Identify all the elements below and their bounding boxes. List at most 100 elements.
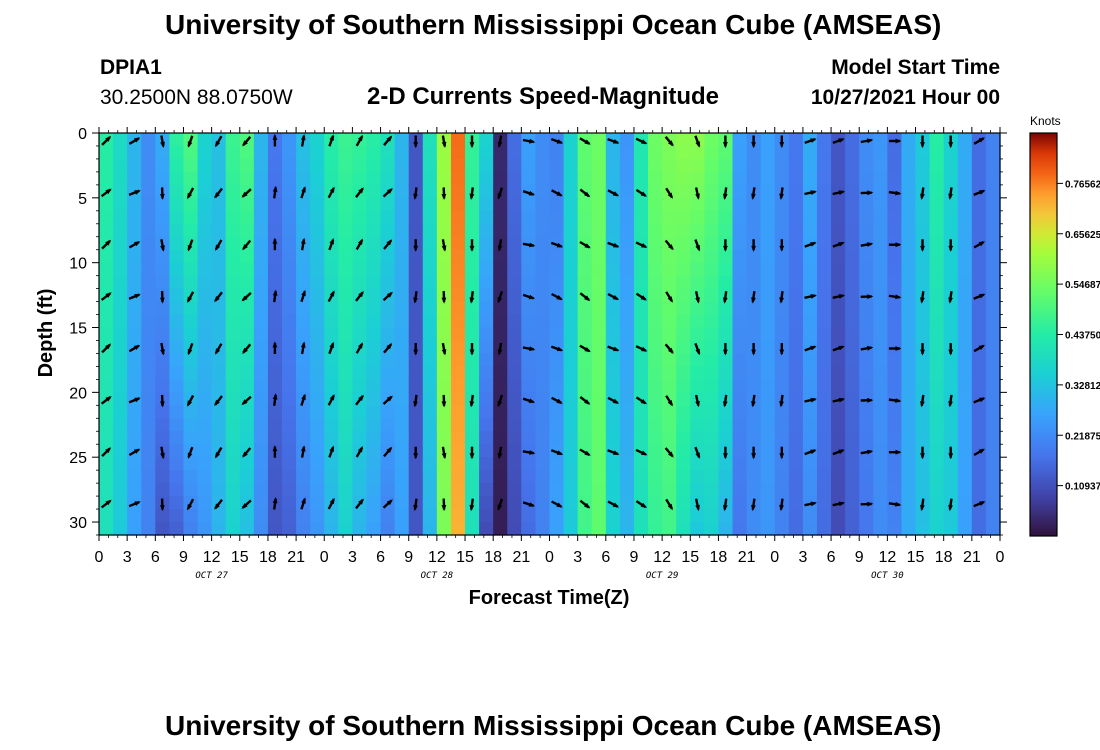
heat-cell	[831, 431, 846, 445]
heat-cell	[746, 158, 762, 173]
current-arrow	[497, 187, 504, 200]
current-arrow	[579, 499, 591, 509]
arrow-head	[386, 188, 393, 194]
heat-cell	[943, 431, 959, 445]
arrow-head	[300, 237, 306, 245]
heat-cell	[873, 431, 888, 445]
heat-cell	[873, 158, 888, 173]
current-arrow	[214, 239, 223, 251]
heat-cell	[394, 275, 410, 290]
heat-cell	[493, 366, 508, 380]
heat-cell	[802, 158, 818, 173]
heat-cell	[985, 197, 1001, 212]
heat-cell	[971, 210, 987, 225]
heat-cell	[788, 184, 804, 199]
heat-cell	[732, 444, 748, 458]
heat-cell	[802, 483, 818, 497]
heat-cell	[183, 431, 199, 445]
heat-cell	[619, 262, 635, 277]
heat-cell	[746, 353, 762, 368]
heat-cell	[845, 197, 860, 212]
heat-cell	[760, 249, 776, 264]
arrow-head	[469, 504, 475, 512]
heat-cell	[267, 197, 283, 212]
heat-cell	[971, 509, 987, 523]
heat-cell	[310, 327, 325, 342]
arrow-head	[895, 190, 902, 196]
heat-cell	[493, 171, 508, 186]
arrow-head	[640, 399, 647, 405]
heat-cell	[591, 340, 607, 355]
heat-cell	[211, 327, 227, 342]
current-arrow	[948, 498, 953, 512]
arrow-head	[584, 295, 591, 301]
heat-cell	[408, 522, 424, 536]
current-arrow	[413, 343, 419, 356]
heat-cell	[985, 379, 1001, 393]
heat-cell	[479, 418, 494, 432]
heat-cell	[563, 197, 579, 212]
heat-cell	[676, 457, 691, 471]
heat-cell	[169, 327, 185, 342]
heat-cell	[183, 158, 199, 173]
arrow-head	[838, 397, 846, 403]
heat-cell	[788, 418, 804, 432]
heat-cell	[802, 509, 818, 523]
heat-cell	[774, 379, 790, 393]
heat-cell	[774, 249, 790, 264]
heat-cell	[816, 145, 832, 160]
heat-cell	[479, 275, 494, 290]
heat-cell	[887, 197, 903, 212]
heat-cell	[267, 145, 283, 160]
arrow-head	[895, 346, 902, 351]
arrow-head	[301, 393, 306, 400]
heat-cell	[788, 236, 804, 251]
heat-cell	[521, 158, 537, 173]
heat-cell	[535, 444, 551, 458]
heat-cell	[859, 431, 874, 445]
heat-cell	[169, 236, 185, 251]
current-arrow	[665, 187, 674, 199]
heat-cell	[859, 483, 874, 497]
heat-cell	[324, 522, 339, 536]
current-arrow	[272, 393, 278, 406]
arrow-head	[838, 449, 845, 455]
heat-cell	[971, 314, 987, 329]
heat-cell	[704, 314, 720, 329]
heat-cell	[577, 340, 593, 355]
heat-cell	[760, 509, 776, 523]
heat-cell	[394, 340, 410, 355]
heat-cell	[282, 444, 297, 458]
heat-cell	[676, 145, 691, 160]
heat-cell	[225, 405, 241, 419]
heat-cell	[211, 483, 227, 497]
heat-cell	[648, 275, 663, 290]
heat-cell	[141, 223, 156, 238]
heat-cell	[915, 379, 931, 393]
current-arrow	[242, 136, 252, 147]
heat-cell	[929, 314, 945, 329]
heat-cell	[493, 522, 508, 536]
heat-cell	[985, 301, 1001, 316]
heat-cell	[352, 145, 368, 160]
current-arrow	[804, 397, 817, 403]
heat-cell	[549, 483, 565, 497]
heat-cell	[239, 249, 255, 264]
heat-cell	[704, 145, 720, 160]
heat-cell	[253, 405, 269, 419]
current-arrow	[469, 187, 475, 200]
heat-cell	[943, 249, 959, 264]
arrow-head	[301, 289, 306, 297]
heat-cell	[662, 366, 677, 380]
heat-cell	[746, 483, 762, 497]
x-tick-label: 6	[376, 549, 385, 566]
x-tick-label: 0	[545, 549, 554, 566]
arrow-head	[722, 504, 728, 512]
arrow-head	[215, 140, 221, 148]
heat-cell	[633, 483, 649, 497]
heat-cell	[366, 483, 382, 497]
current-arrow	[187, 446, 194, 459]
heat-cell	[450, 418, 466, 432]
heat-cell	[831, 197, 846, 212]
heat-cell	[901, 327, 917, 342]
